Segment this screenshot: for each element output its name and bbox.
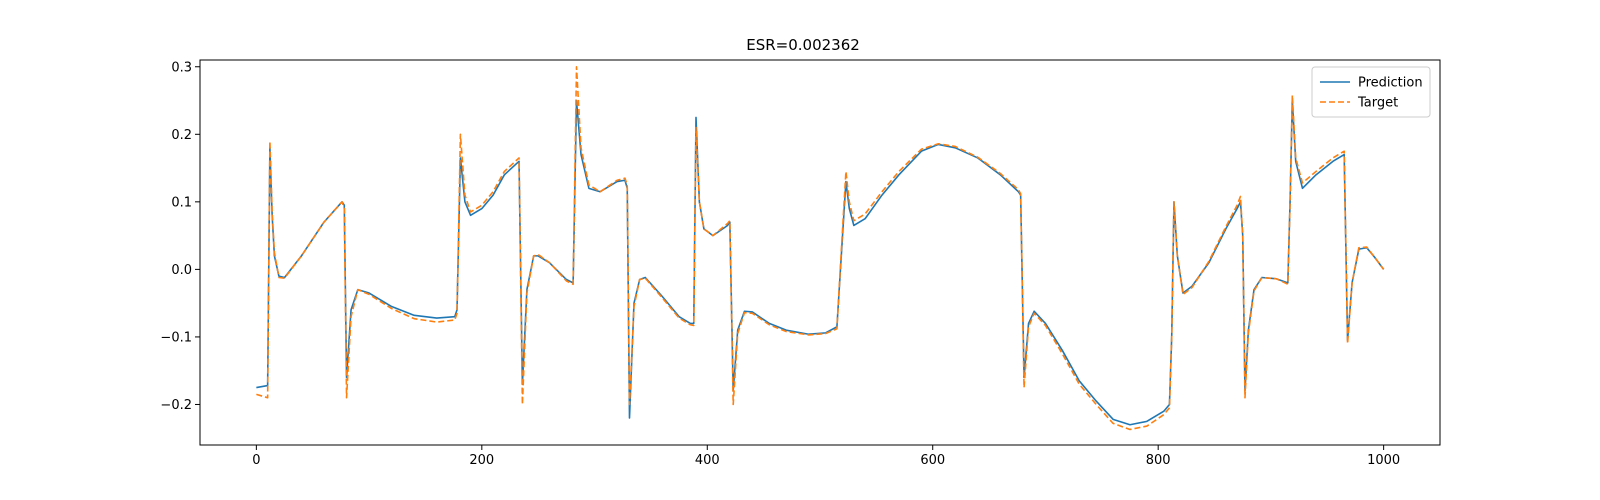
y-tick-label: 0.1	[171, 195, 192, 210]
x-tick-label: 1000	[1367, 453, 1400, 468]
legend-label-prediction: Prediction	[1358, 76, 1423, 91]
x-tick-label: 200	[469, 453, 494, 468]
plot-lines	[256, 65, 1385, 431]
x-tick-label: 800	[1146, 453, 1171, 468]
y-tick-label: 0.0	[171, 263, 192, 278]
y-axis: −0.2 −0.1 0.0 0.1 0.2 0.3	[160, 60, 200, 413]
y-tick-label: −0.1	[160, 330, 192, 345]
legend-label-target: Target	[1357, 96, 1398, 111]
legend-box	[1311, 66, 1431, 118]
series-line-target	[256, 65, 1385, 431]
chart-title: ESR=0.002362	[746, 36, 860, 54]
legend: Prediction Target	[1311, 66, 1431, 118]
y-tick-label: 0.3	[171, 60, 192, 75]
x-tick-label: 600	[920, 453, 945, 468]
y-tick-label: 0.2	[171, 128, 192, 143]
plot-frame	[199, 59, 1441, 446]
x-tick-label: 0	[252, 453, 260, 468]
x-tick-label: 400	[695, 453, 720, 468]
x-axis: 0 200 400 600 800 1000	[252, 445, 1400, 468]
y-tick-label: −0.2	[160, 398, 192, 413]
